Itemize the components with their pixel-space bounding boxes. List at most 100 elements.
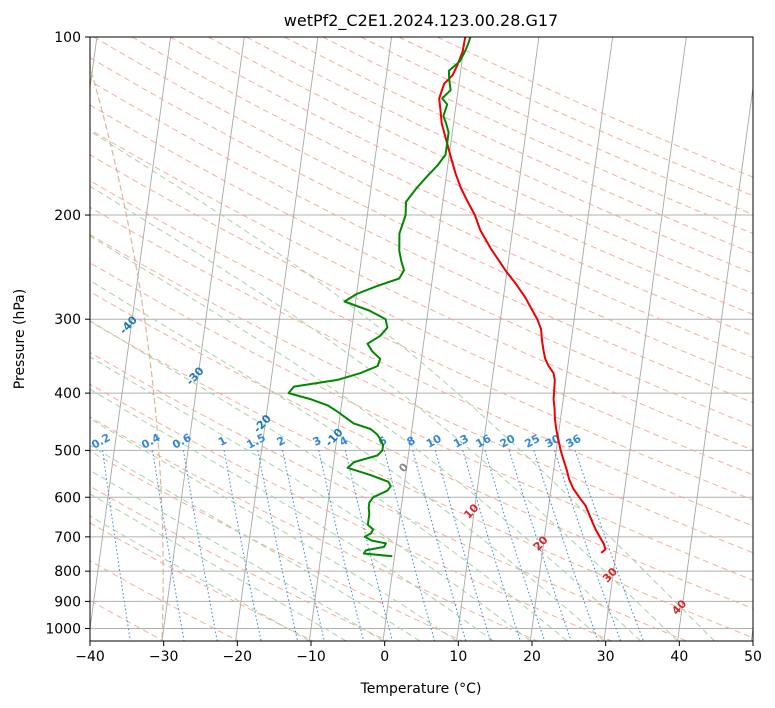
y-tick-label: 800 [54,564,81,580]
dry-adiabat-line [169,37,753,315]
x-tick-label: −20 [223,649,253,665]
mixing-ratio-line [282,450,325,641]
mixing-ratio-label: 25 [522,432,542,451]
x-axis-label: Temperature (°C) [360,681,482,697]
mixing-ratio-line [56,450,81,643]
mixing-ratio-line [183,450,218,641]
moist-adiabat-line [90,444,421,641]
dry-adiabat-line [90,57,753,381]
y-tick-label: 1000 [45,621,81,637]
moist-adiabat-line [90,185,678,641]
mixing-ratio-label: 1 [216,434,229,449]
mixing-ratio-label: 1.5 [244,431,267,452]
mixing-ratio-label: 8 [405,434,418,449]
dry-adiabat-line [90,485,389,641]
dry-adiabat-line [131,37,753,337]
moist-adiabat-line [90,493,347,641]
adiabat-label: 20 [531,533,551,553]
moist-adiabat-line [90,388,494,641]
x-tick-label: 30 [597,649,615,665]
moist-adiabat-line [90,320,568,641]
dry-adiabat-line [322,37,753,235]
mixing-ratio-label: 10 [424,432,444,451]
dry-adiabat-line [246,37,753,274]
dry-adiabat-line [90,522,315,641]
dry-adiabat-line [90,450,464,641]
mixing-ratio-label: 13 [451,432,471,451]
adiabat-label: -40 [117,313,140,337]
dry-adiabat-line [90,206,753,527]
dry-adiabat-line [360,37,753,215]
adiabat-label: -50 [51,260,74,284]
y-tick-label: 200 [54,208,81,224]
dry-adiabat-line [284,37,753,254]
moist-adiabat-line [90,469,384,641]
mixing-ratio-label: 2 [275,434,288,449]
dry-adiabat-line [90,154,753,476]
dry-adiabat-line [90,321,753,639]
chart-title: wetPf2_C2E1.2024.123.00.28.G17 [284,11,558,31]
mixing-ratio-line [462,450,521,641]
mixing-ratio-label: 3 [311,434,324,449]
x-tick-label: 20 [523,649,541,665]
dry-adiabat-line [90,351,688,641]
mixing-ratio-line [574,450,645,641]
mixing-ratio-line [344,450,393,641]
mixing-ratio-line [533,450,599,641]
mixing-ratio-line [102,450,131,641]
dry-adiabat-line [208,37,753,295]
mixing-ratio-line [484,450,546,641]
y-tick-label: 300 [54,312,81,328]
isotherm-line [603,37,687,641]
isotherm-line [235,37,319,641]
x-tick-label: 10 [449,649,467,665]
isotherm-line [529,37,614,641]
moist-adiabat-line [90,418,457,641]
y-axis-label: Pressure (hPa) [12,289,28,389]
mixing-ratio-line [257,450,299,641]
dry-adiabat-line [90,599,165,641]
dry-adiabat-line [90,129,753,451]
isotherm-line [161,37,245,641]
mixing-ratio-label: 16 [474,432,494,451]
tan-reference-curve [90,64,164,641]
moist-adiabat-line [90,130,715,641]
y-tick-label: 900 [54,594,81,610]
y-tick-label: 700 [54,530,81,546]
mixing-ratio-line [383,450,436,641]
y-tick-label: 400 [54,386,81,402]
plot-background-lines: 0.10.20.40.611.52346810131620253036-100-… [0,37,753,643]
dry-adiabat-line [90,180,753,501]
isotherm-line [308,37,393,641]
isotherm-line [750,625,753,641]
x-tick-label: −30 [149,649,179,665]
isotherm-line [90,37,172,632]
moist-adiabat-line [90,235,642,641]
mixing-ratio-line [223,450,262,641]
moist-adiabat-line [90,356,531,641]
mixing-ratio-line [553,450,622,641]
dry-adiabat-line [90,234,753,554]
mixing-ratio-label: 20 [498,432,518,451]
isotherm-line [382,37,466,641]
adiabat-label: -20 [251,412,274,436]
plot-frame [89,36,754,642]
adiabat-label: -60 [0,213,7,237]
mixing-ratio-label: 0.2 [89,431,112,452]
y-tick-label: 500 [54,443,81,459]
dry-adiabat-line [90,383,614,641]
plot-area: 0.10.20.40.611.52346810131620253036-100-… [0,30,762,665]
mixing-ratio-line [318,450,365,641]
y-tick-label: 100 [54,30,81,46]
x-tick-label: 0 [380,649,389,665]
dry-adiabat-line [90,80,753,404]
mixing-ratio-line [152,450,185,641]
dry-adiabat-line [93,37,753,359]
dry-adiabat-line [90,291,753,610]
mixing-ratio-lines [56,450,645,643]
x-tick-label: −40 [75,649,105,665]
dry-adiabat-line [90,416,539,641]
dry-adiabat-line [90,262,753,581]
dewpoint-profile-line [287,37,472,558]
